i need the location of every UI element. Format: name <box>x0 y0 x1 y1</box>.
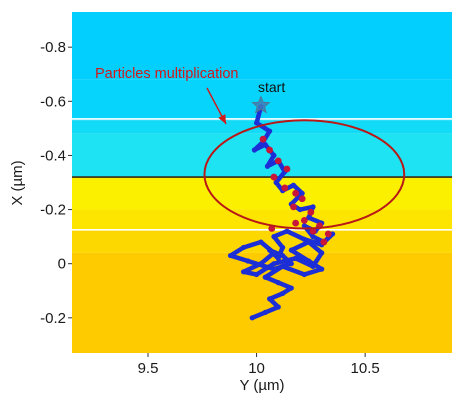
particles-multiplication-label: Particles multiplication <box>95 66 238 82</box>
multiplication-point <box>259 135 267 143</box>
y-tick-label: 0 <box>58 256 66 273</box>
trajectory-point <box>310 204 316 210</box>
trajectory-point <box>258 261 264 267</box>
trajectory-point <box>240 244 247 251</box>
multiplication-point <box>300 216 308 224</box>
multiplication-point <box>281 184 289 192</box>
multiplication-point <box>307 208 315 216</box>
multiplication-point <box>274 157 282 165</box>
x-tick-label: 10.5 <box>351 360 380 377</box>
trajectory-point <box>301 236 307 242</box>
trajectory-point <box>262 309 268 316</box>
y-tick-label: -0.6 <box>40 93 66 110</box>
trajectory-point <box>249 315 255 321</box>
trajectory-point <box>251 147 257 153</box>
trajectory-point <box>306 239 312 245</box>
multiplication-point <box>298 195 306 203</box>
y-tick-label: -0.2 <box>40 202 66 219</box>
trajectory-point <box>275 304 281 310</box>
x-axis-title: Y (µm) <box>239 377 284 394</box>
y-tick-label: -0.2 <box>40 310 66 327</box>
multiplication-point <box>292 219 300 227</box>
trajectory-point <box>319 266 325 272</box>
trajectory-point <box>284 228 290 234</box>
trajectory-point <box>271 152 277 159</box>
trajectory-point <box>275 280 281 286</box>
trajectory-point <box>273 179 279 186</box>
layer-band-7 <box>72 252 452 353</box>
trajectory-point <box>280 252 286 259</box>
trajectory-layer <box>227 104 336 321</box>
trajectory-point <box>288 247 294 253</box>
y-tick-label: -0.4 <box>40 147 66 164</box>
multiplication-point <box>309 227 317 235</box>
multiplication-point <box>266 146 273 154</box>
trajectory-point <box>253 271 260 278</box>
trajectory-point <box>310 234 316 240</box>
trajectory-point <box>288 261 294 267</box>
trajectory-point <box>293 255 299 261</box>
trajectory-point <box>306 258 312 264</box>
trajectory-point <box>319 250 325 256</box>
trajectory-point <box>245 258 251 264</box>
x-tick-label: 9.5 <box>138 360 159 377</box>
trajectory-point <box>271 266 277 272</box>
trajectory-point <box>280 244 286 251</box>
trajectory-point <box>271 261 277 267</box>
overlay-layer <box>203 87 406 230</box>
trajectory-point <box>301 271 307 278</box>
trajectory-point <box>258 239 264 245</box>
multiplication-ellipse <box>203 119 406 230</box>
trajectory-point <box>280 290 286 297</box>
trajectory-point <box>267 128 273 134</box>
multiplication-point <box>292 189 300 197</box>
trajectory-point <box>264 163 271 169</box>
trajectory-point <box>262 274 268 280</box>
annotation-arrow-head <box>218 114 226 124</box>
trajectory-point <box>290 182 297 188</box>
trajectory-point <box>267 296 273 302</box>
start-star-marker <box>251 95 271 114</box>
layer-band-4 <box>72 177 452 210</box>
trajectory-point <box>267 247 273 253</box>
trajectory-point <box>310 263 316 269</box>
layer-bands <box>72 12 452 353</box>
layer-band-0 <box>72 12 452 80</box>
trajectory-point <box>297 206 303 213</box>
x-tick-label: 10 <box>248 360 265 377</box>
multiplication-point <box>290 203 297 211</box>
multiplication-point <box>270 173 278 181</box>
layer-band-5 <box>72 209 452 230</box>
trajectory-point <box>227 252 234 259</box>
trajectory-point <box>240 269 247 275</box>
start-label: start <box>258 79 285 95</box>
trajectory-point <box>301 223 307 229</box>
axis-layer: 9.5 10 10.5 -0.2 0 -0.2 -0.4 -0.6 -0.8 <box>40 39 380 377</box>
interface-lines <box>72 118 452 231</box>
multiplication-point <box>320 238 328 246</box>
y-axis-title: X (µm) <box>9 160 26 205</box>
trajectory-point <box>271 250 277 256</box>
trajectory-point <box>280 263 286 269</box>
trajectory-point <box>299 190 305 196</box>
trajectory-point <box>262 142 268 148</box>
multiplication-point <box>283 165 291 173</box>
trajectory-point <box>253 120 260 126</box>
trajectory-point <box>271 234 277 240</box>
multiplication-point <box>324 230 332 238</box>
trajectory-point <box>275 255 281 261</box>
y-tick-label: -0.8 <box>40 39 66 56</box>
trajectory-point <box>288 285 294 291</box>
